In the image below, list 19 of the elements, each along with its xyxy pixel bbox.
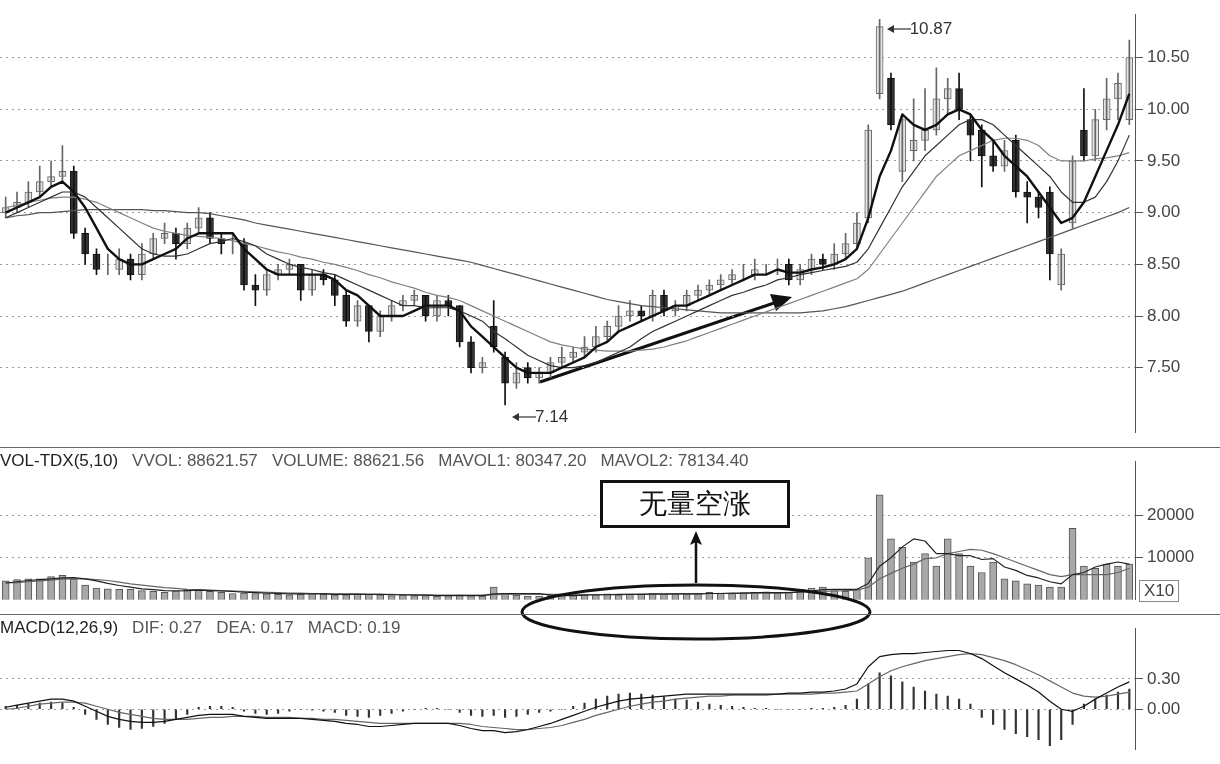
chart-title: MACD(12,26,9) <box>0 618 119 637</box>
y-tick-label: 10000 <box>1147 547 1195 567</box>
y-tick-label: 10.50 <box>1147 47 1190 67</box>
y-tick-label: 9.50 <box>1147 150 1181 170</box>
y-tick-label: 8.00 <box>1147 305 1181 325</box>
y-axis-title: X10 <box>1139 580 1180 602</box>
annotation: 10.87 <box>909 19 953 40</box>
chart-title: VOL-TDX(5,10) <box>0 451 119 470</box>
y-tick-label: 20000 <box>1147 505 1195 525</box>
y-tick-label: 0.30 <box>1147 668 1181 688</box>
y-tick-label: 7.50 <box>1147 357 1181 377</box>
y-tick-label: 9.00 <box>1147 202 1181 222</box>
y-tick-label: 10.00 <box>1147 98 1190 118</box>
annotation: 无量空涨 <box>600 480 790 528</box>
annotation: 7.14 <box>535 406 569 427</box>
y-tick-label: 0.00 <box>1147 698 1181 718</box>
chart-subtitle: VVOL: 88621.57 VOLUME: 88621.56 MAVOL1: 80347.20 MAVOL2: 78134.40 <box>132 451 749 470</box>
chart-subtitle: DIF: 0.27 DEA: 0.17 MACD: 0.19 <box>132 618 401 637</box>
y-tick-label: 8.50 <box>1147 254 1181 274</box>
